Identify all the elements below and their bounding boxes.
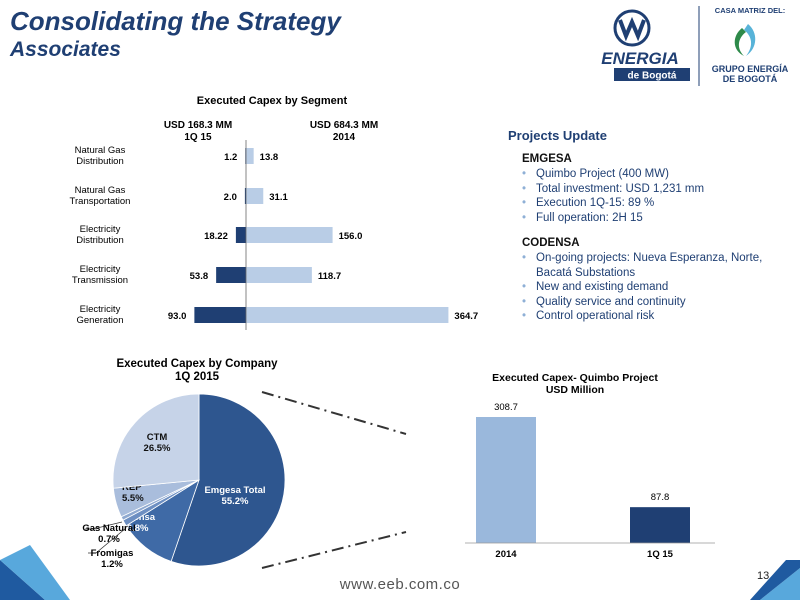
category-label: Electricity [80, 224, 121, 235]
slice-label: CTM [147, 432, 168, 443]
data-label: 364.7 [454, 311, 478, 322]
series-header: USD 684.3 MM [310, 120, 378, 131]
section-title: CODENSA [522, 237, 580, 249]
chart-title: USD Million [546, 384, 604, 396]
list-item: Execution 1Q-15: 89 % [522, 196, 793, 211]
projects-update-panel: Projects Update EMGESA Quimbo Project (4… [508, 128, 793, 324]
chart-title: Executed Capex- Quimbo Project [492, 372, 658, 384]
category-label: 1Q 15 [647, 549, 674, 560]
logo-brand-text: ENERGIA [601, 49, 678, 68]
category-label: Natural Gas [75, 145, 126, 156]
slice-value: 26.5% [144, 443, 171, 454]
corner-decoration [750, 560, 800, 600]
data-label: 31.1 [269, 192, 288, 203]
company-logo: ENERGIA de Bogotá CASA MATRIZ DEL: GRUPO… [601, 6, 789, 86]
data-label: 87.8 [651, 492, 670, 503]
logo-parent-line2: DE BOGOTÁ [723, 74, 778, 84]
bar-2014 [246, 267, 312, 283]
category-label: Generation [76, 315, 123, 326]
page-title: Consolidating the Strategy [10, 6, 341, 36]
data-label: 2.0 [224, 192, 237, 203]
bar-2014 [246, 188, 264, 204]
projects-section: CODENSA On-going projects: Nueva Esperan… [508, 237, 793, 324]
data-label: 118.7 [318, 271, 341, 282]
pie-slice [112, 393, 200, 489]
projects-heading: Projects Update [508, 128, 607, 143]
page-number: 13 [757, 570, 770, 582]
list-item: New and existing demand [522, 280, 793, 295]
logo-brand-subtext: de Bogotá [628, 71, 677, 82]
data-label: 13.8 [260, 152, 279, 163]
category-label: Transmission [72, 275, 128, 286]
chart-title: Executed Capex by Segment [197, 95, 348, 107]
leader-line [88, 527, 127, 554]
slice-label: Gas Natural [82, 523, 135, 534]
list-item: Full operation: 2H 15 [522, 211, 793, 226]
pie-slice [170, 393, 286, 567]
series-header: 1Q 15 [184, 132, 212, 143]
category-label: Natural Gas [75, 185, 126, 196]
slice-value: 10.8% [122, 523, 149, 534]
slice-label: Fromigas [91, 548, 134, 559]
leader-line [85, 521, 123, 530]
bar-2014 [246, 307, 449, 323]
slice-label: REP [122, 482, 142, 493]
data-label: 156.0 [339, 231, 363, 242]
footer-url[interactable]: www.eeb.com.co [339, 576, 461, 593]
series-header: USD 168.3 MM [164, 120, 232, 131]
slice-value: 5.5% [122, 493, 144, 504]
page-subtitle: Associates [10, 38, 121, 61]
data-label: 308.7 [494, 402, 518, 413]
capex-by-segment-chart: Executed Capex by Segment USD 168.3 MM1Q … [70, 95, 478, 330]
bar-2014 [246, 227, 333, 243]
corner-decoration [0, 545, 70, 600]
chart-title: 1Q 2015 [175, 371, 220, 383]
category-label: Transportation [70, 196, 131, 207]
list-item: On-going projects: Nueva Esperanza, Nort… [522, 251, 793, 280]
list-item: Quimbo Project (400 MW) [522, 167, 793, 182]
chart-title: Executed Capex by Company [116, 358, 278, 370]
list-item: Total investment: USD 1,231 mm [522, 182, 793, 197]
category-label: Distribution [76, 156, 124, 167]
slice-label: Emgesa Total [204, 485, 265, 496]
category-label: 2014 [495, 549, 517, 560]
data-label: 53.8 [190, 271, 209, 282]
slice-value: 55.2% [222, 496, 249, 507]
logo-parent-line1: GRUPO ENERGÍA [712, 64, 789, 74]
slice-value: 1.2% [101, 559, 123, 570]
bar-1q15 [216, 267, 246, 283]
bar-1q15 [194, 307, 246, 323]
bar [476, 417, 536, 543]
bar [630, 507, 690, 543]
section-title: EMGESA [522, 153, 572, 165]
geb-emblem-icon [734, 24, 756, 56]
logo-parent-caption: CASA MATRIZ DEL: [715, 6, 785, 15]
data-label: 18.22 [204, 231, 228, 242]
bar-2014 [246, 148, 254, 164]
category-label: Electricity [80, 304, 121, 315]
list-item: Control operational risk [522, 309, 793, 324]
eeb-emblem-icon [613, 9, 651, 47]
zoom-connector-lines [261, 391, 407, 569]
data-label: 1.2 [224, 152, 237, 163]
projects-section: EMGESA Quimbo Project (400 MW) Total inv… [508, 153, 793, 225]
slice-value: 0.7% [98, 534, 120, 545]
bar-1q15 [235, 227, 246, 243]
series-header: 2014 [333, 132, 356, 143]
category-label: Distribution [76, 235, 124, 246]
data-label: 93.0 [168, 311, 187, 322]
category-label: Electricity [80, 264, 121, 275]
bar-1q15 [244, 188, 246, 204]
list-item: Quality service and continuity [522, 295, 793, 310]
